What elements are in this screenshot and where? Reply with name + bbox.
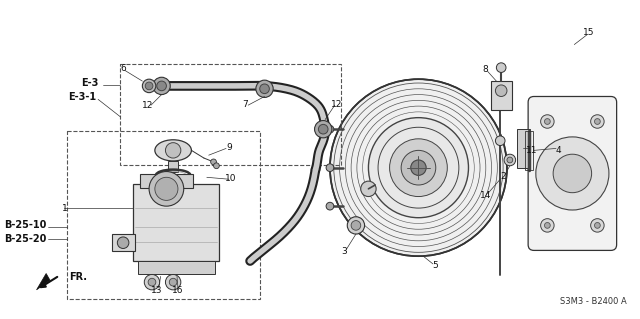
Bar (168, 161, 178, 173)
Circle shape (117, 237, 129, 249)
Bar (516, 129, 530, 168)
Text: B-25-10: B-25-10 (4, 220, 46, 230)
FancyBboxPatch shape (528, 96, 616, 250)
Circle shape (504, 154, 516, 166)
Text: 10: 10 (225, 174, 237, 183)
Circle shape (545, 119, 550, 124)
Circle shape (536, 137, 609, 210)
Circle shape (591, 219, 604, 232)
Circle shape (348, 217, 365, 234)
Circle shape (211, 159, 216, 165)
Circle shape (330, 79, 507, 256)
Circle shape (411, 160, 426, 175)
Bar (140, 174, 193, 188)
Circle shape (390, 139, 447, 197)
Text: B-25-20: B-25-20 (4, 234, 46, 244)
Circle shape (214, 163, 220, 169)
Text: 11: 11 (526, 146, 538, 155)
Text: 3: 3 (342, 247, 348, 256)
Text: 8: 8 (482, 65, 488, 74)
Circle shape (166, 143, 181, 158)
Text: 16: 16 (172, 286, 184, 295)
Bar (111, 234, 134, 251)
Circle shape (144, 274, 159, 290)
Text: 1: 1 (61, 204, 67, 212)
Text: FR.: FR. (69, 272, 87, 282)
Circle shape (495, 85, 507, 96)
Circle shape (314, 121, 332, 138)
Circle shape (149, 172, 184, 206)
Circle shape (326, 202, 334, 210)
Circle shape (553, 154, 591, 193)
Ellipse shape (155, 140, 191, 161)
Text: E-3: E-3 (81, 78, 98, 88)
Circle shape (260, 84, 269, 93)
Circle shape (507, 157, 513, 163)
Circle shape (326, 125, 334, 133)
Circle shape (153, 77, 170, 94)
Circle shape (541, 219, 554, 232)
Text: 13: 13 (151, 286, 163, 295)
Circle shape (497, 63, 506, 72)
Bar (67, 131, 260, 300)
Circle shape (401, 150, 436, 185)
Circle shape (495, 136, 505, 145)
Circle shape (595, 119, 600, 124)
Text: S3M3 - B2400 A: S3M3 - B2400 A (560, 297, 627, 306)
Text: 14: 14 (480, 191, 492, 200)
Circle shape (155, 177, 178, 200)
Text: 12: 12 (331, 100, 342, 109)
Circle shape (319, 124, 328, 134)
Circle shape (541, 115, 554, 128)
Bar (491, 81, 512, 110)
Circle shape (166, 274, 181, 290)
Circle shape (170, 278, 177, 286)
Polygon shape (36, 273, 50, 290)
Circle shape (595, 223, 600, 228)
Text: 15: 15 (583, 28, 595, 38)
Text: 9: 9 (226, 143, 232, 152)
Circle shape (326, 164, 334, 172)
Text: E-3-1: E-3-1 (68, 93, 96, 102)
Bar (138, 261, 214, 274)
Circle shape (256, 80, 273, 97)
Circle shape (545, 223, 550, 228)
Bar (120, 64, 342, 165)
Text: 12: 12 (141, 101, 153, 110)
Text: 7: 7 (243, 100, 248, 109)
Circle shape (148, 278, 156, 286)
Circle shape (361, 181, 376, 197)
Bar (132, 184, 220, 261)
Circle shape (591, 115, 604, 128)
Text: 5: 5 (432, 261, 438, 270)
Circle shape (142, 79, 156, 93)
Circle shape (157, 81, 166, 91)
Text: 2: 2 (500, 172, 506, 181)
Circle shape (145, 82, 153, 90)
Circle shape (369, 118, 468, 218)
Text: 4: 4 (555, 146, 561, 155)
Bar (525, 131, 533, 170)
Circle shape (351, 220, 361, 230)
Text: 6: 6 (120, 64, 126, 73)
